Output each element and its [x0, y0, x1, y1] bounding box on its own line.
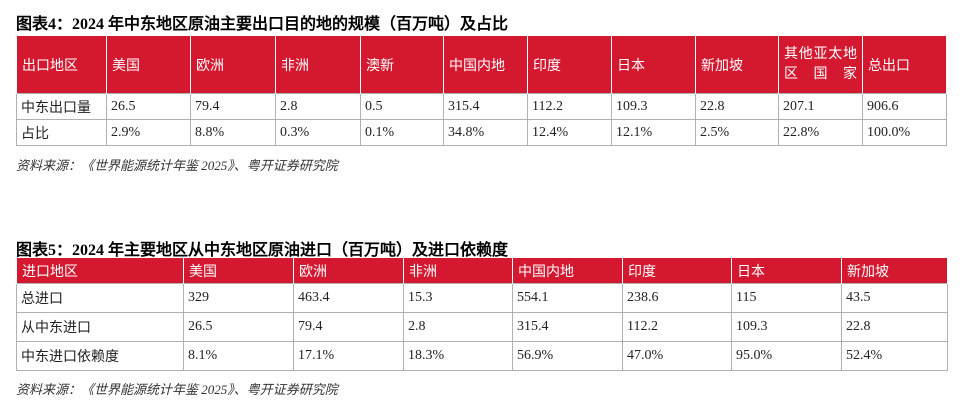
- table-cell: 12.1%: [611, 119, 696, 146]
- table-cell: 52.4%: [841, 341, 948, 371]
- header-cell: 日本: [731, 258, 842, 284]
- source-note: 资料来源：《世界能源统计年鉴 2025》、粤开证券研究院: [16, 382, 338, 397]
- table-cell: 79.4: [293, 312, 404, 342]
- header-cell: 印度: [527, 36, 612, 94]
- table-cell: 56.9%: [512, 341, 623, 371]
- table-cell: 43.5: [841, 283, 948, 313]
- header-cell: 新加坡: [841, 258, 948, 284]
- header-cell: 美国: [106, 36, 191, 94]
- table-cell: 2.8: [403, 312, 513, 342]
- table-cell: 906.6: [862, 93, 947, 120]
- table-cell: 207.1: [778, 93, 863, 120]
- table-row: 从中东进口 26.5 79.4 2.8 315.4 112.2 109.3 22.8: [16, 312, 948, 342]
- table-cell: 中东进口依赖度: [16, 341, 184, 371]
- table-cell: 0.1%: [360, 119, 444, 146]
- header-cell: 新加坡: [695, 36, 779, 94]
- header-cell: 进口地区: [16, 258, 184, 284]
- header-cell: 日本: [611, 36, 696, 94]
- table-row: 中东出口量 26.5 79.4 2.8 0.5 315.4 112.2 109.3 22.8 20…: [16, 93, 947, 120]
- header-cell: 澳新: [360, 36, 444, 94]
- header-cell: 非洲: [403, 258, 513, 284]
- table-cell: 0.3%: [275, 119, 361, 146]
- table-cell: 0.5: [360, 93, 444, 120]
- table-cell: 79.4: [190, 93, 276, 120]
- table-cell: 100.0%: [862, 119, 947, 146]
- header-cell: 中国内地: [512, 258, 623, 284]
- table-cell: 554.1: [512, 283, 623, 313]
- source-note: 资料来源：《世界能源统计年鉴 2025》、粤开证券研究院: [16, 158, 338, 173]
- table-cell: 109.3: [611, 93, 696, 120]
- table-cell: 2.9%: [106, 119, 191, 146]
- header-cell: 欧洲: [190, 36, 276, 94]
- table-row: 中东进口依赖度 8.1% 17.1% 18.3% 56.9% 47.0% 95.0% 52.4…: [16, 341, 948, 371]
- table-title: 图表4：2024 年中东地区原油主要出口目的地的规模（百万吨）及占比: [16, 16, 509, 33]
- header-cell: 欧洲: [293, 258, 404, 284]
- header-cell: 出口地区: [16, 36, 107, 94]
- header-cell: 中国内地: [443, 36, 528, 94]
- header-cell: 印度: [622, 258, 732, 284]
- table-cell: 18.3%: [403, 341, 513, 371]
- table-title: 图表5：2024 年主要地区从中东地区原油进口（百万吨）及进口依赖度: [16, 242, 509, 259]
- table-cell: 12.4%: [527, 119, 612, 146]
- header-row: 进口地区 美国 欧洲 非洲 中国内地 印度 日本 新加坡: [16, 258, 948, 284]
- table-row: 总进口 329 463.4 15.3 554.1 238.6 115 43.5: [16, 283, 948, 313]
- table-cell: 112.2: [622, 312, 732, 342]
- table-cell: 总进口: [16, 283, 184, 313]
- table: 进口地区 美国 欧洲 非洲 中国内地 印度 日本 新加坡 总进口 329 463.4 15.3 554.…: [16, 258, 948, 371]
- table-cell: 15.3: [403, 283, 513, 313]
- table: 出口地区 美国 欧洲 非洲 澳新 中国内地 印度 日本 新加坡 其他亚太地区国家 总出口 中东出口量 2…: [16, 36, 947, 146]
- table-cell: 47.0%: [622, 341, 732, 371]
- header-cell: 其他亚太地区国家: [778, 36, 863, 94]
- table-cell: 占比: [16, 119, 107, 146]
- table-row: 占比 2.9% 8.8% 0.3% 0.1% 34.8% 12.4% 12.1% 2.5% 22.…: [16, 119, 947, 146]
- table-cell: 22.8: [841, 312, 948, 342]
- table-cell: 26.5: [183, 312, 294, 342]
- table-cell: 26.5: [106, 93, 191, 120]
- table-cell: 2.5%: [695, 119, 779, 146]
- table-cell: 329: [183, 283, 294, 313]
- header-cell: 总出口: [862, 36, 947, 94]
- table-cell: 463.4: [293, 283, 404, 313]
- table-cell: 109.3: [731, 312, 842, 342]
- table-cell: 中东出口量: [16, 93, 107, 120]
- table-cell: 22.8%: [778, 119, 863, 146]
- table-cell: 315.4: [443, 93, 528, 120]
- table-cell: 115: [731, 283, 842, 313]
- table-cell: 22.8: [695, 93, 779, 120]
- table-cell: 8.8%: [190, 119, 276, 146]
- table-cell: 95.0%: [731, 341, 842, 371]
- table-cell: 34.8%: [443, 119, 528, 146]
- table-cell: 8.1%: [183, 341, 294, 371]
- table-cell: 112.2: [527, 93, 612, 120]
- header-row: 出口地区 美国 欧洲 非洲 澳新 中国内地 印度 日本 新加坡 其他亚太地区国家 总出口: [16, 36, 947, 94]
- table-cell: 从中东进口: [16, 312, 184, 342]
- table-cell: 17.1%: [293, 341, 404, 371]
- header-cell: 美国: [183, 258, 294, 284]
- table-cell: 238.6: [622, 283, 732, 313]
- table-cell: 2.8: [275, 93, 361, 120]
- table-cell: 315.4: [512, 312, 623, 342]
- header-cell: 非洲: [275, 36, 361, 94]
